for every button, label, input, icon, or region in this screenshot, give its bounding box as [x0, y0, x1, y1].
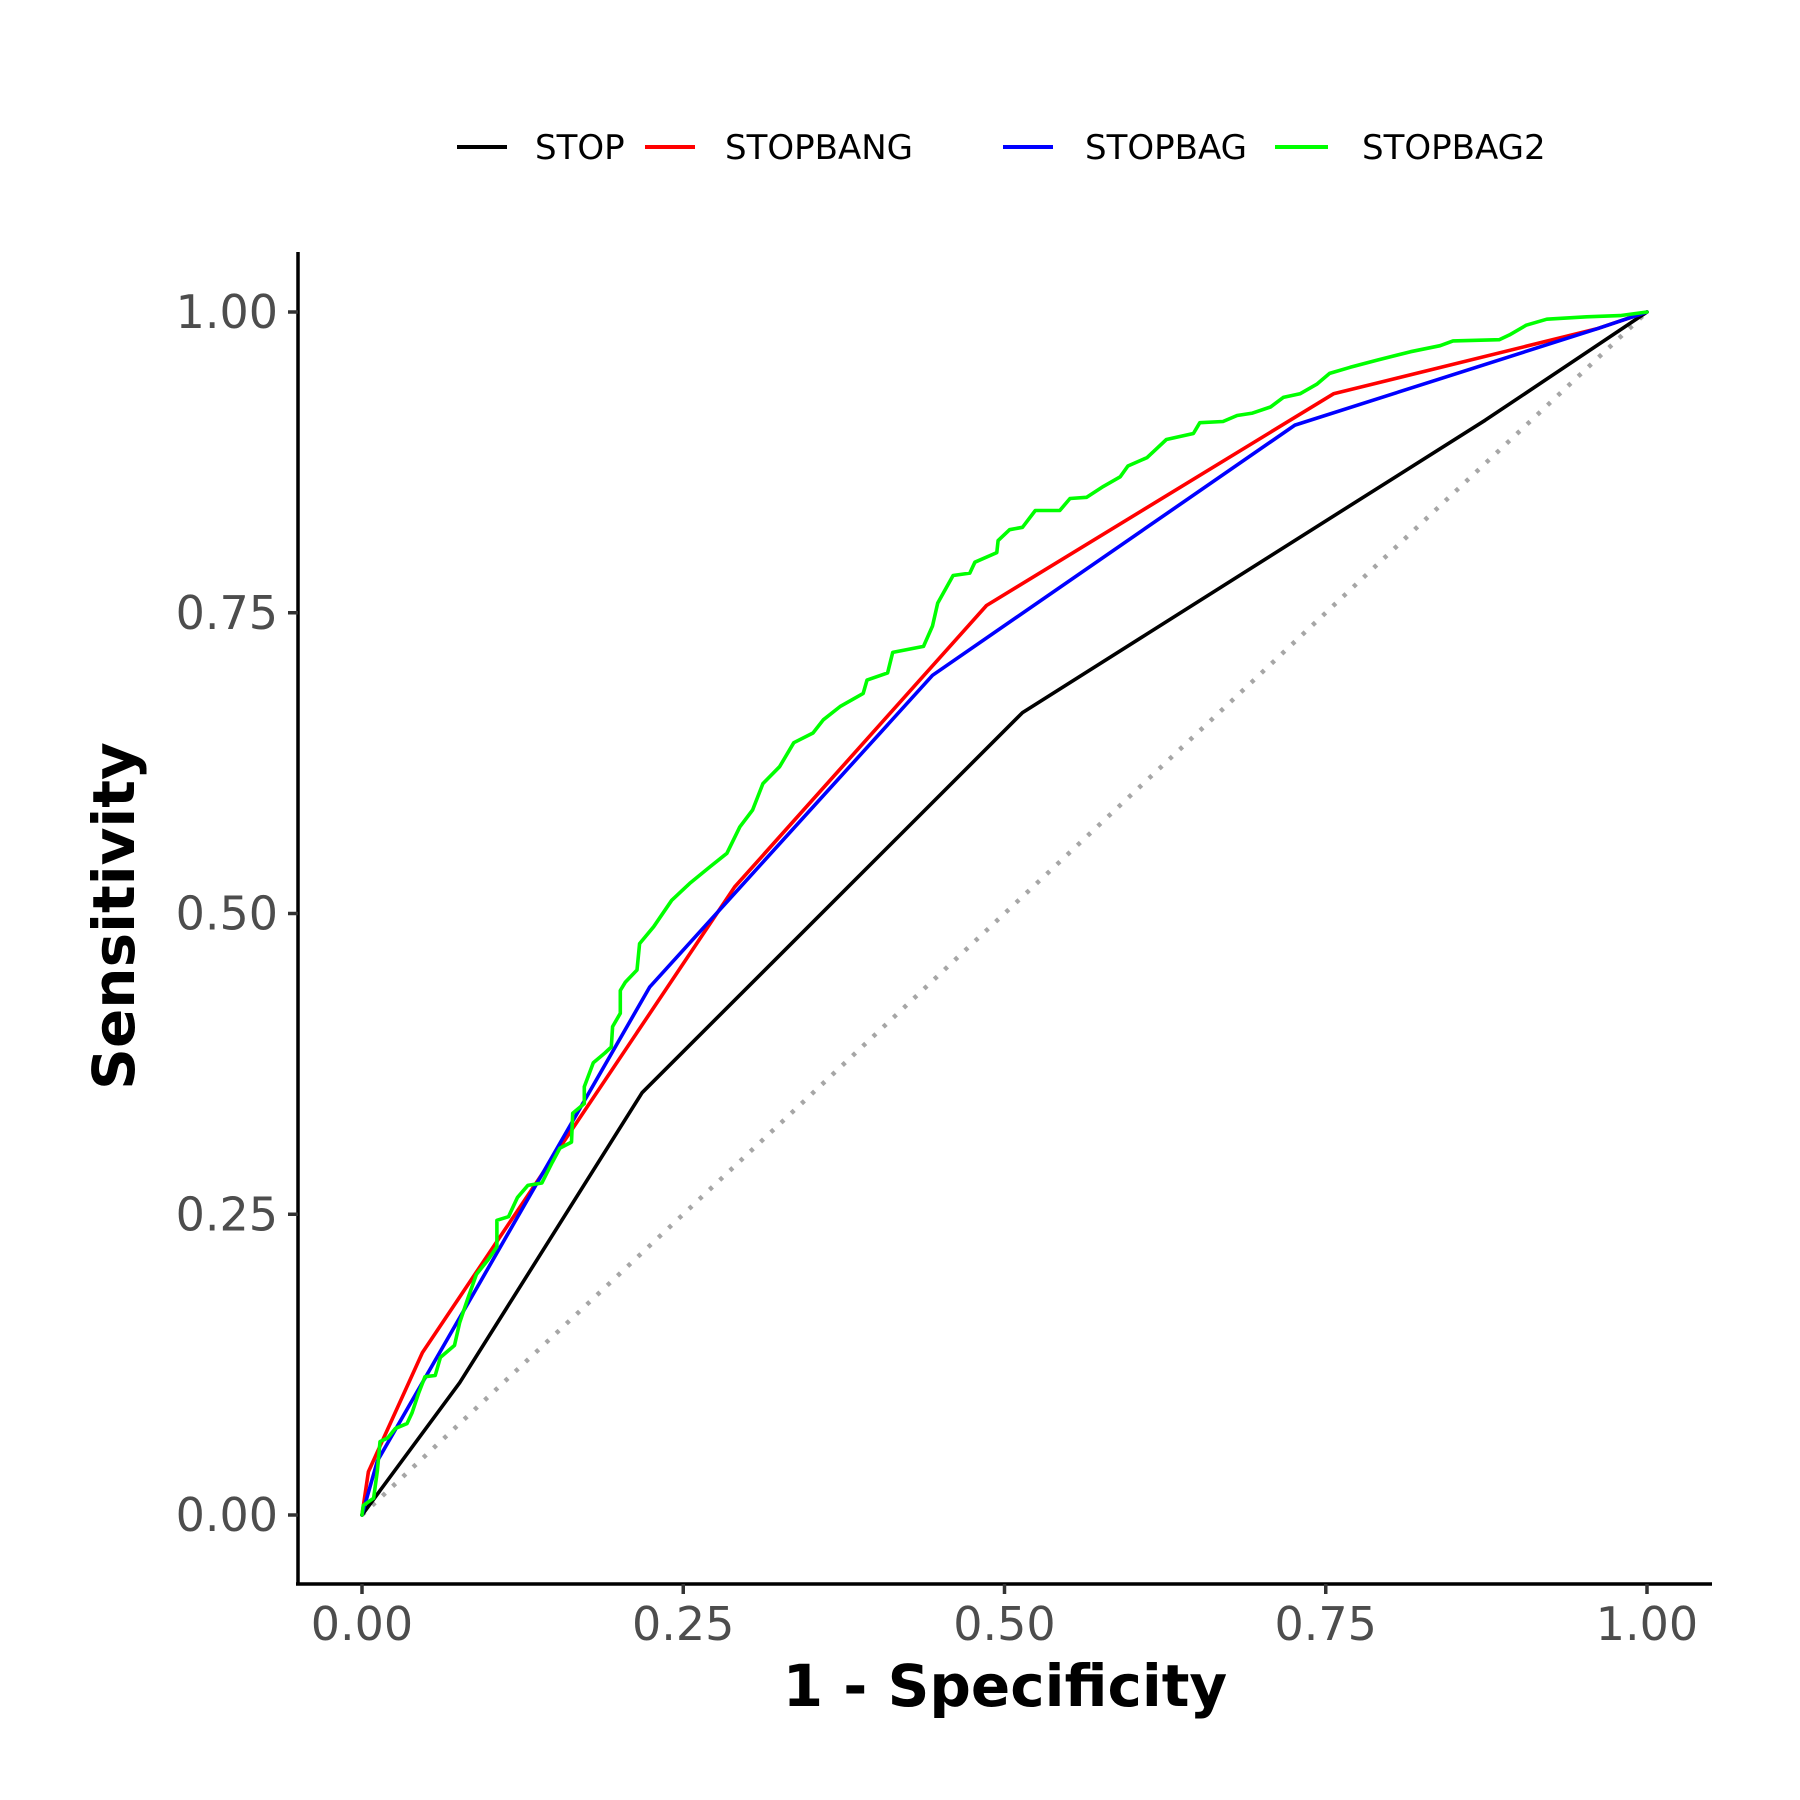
legend-label-stopbag2: STOPBAG2: [1362, 128, 1546, 168]
legend-label-stop: STOP: [535, 128, 625, 168]
y-tick-label: 1.00: [176, 285, 278, 339]
x-tick-label: 1.00: [1596, 1597, 1698, 1651]
x-axis-ticks: 0.00 0.25 0.50 0.75 1.00: [311, 1584, 1698, 1651]
legend-label-stopbag: STOPBAG: [1085, 128, 1247, 168]
x-tick-label: 0.75: [1275, 1597, 1377, 1651]
legend: STOP STOPBANG STOPBAG STOPBAG2: [457, 128, 1546, 168]
y-tick-label: 0.25: [176, 1187, 278, 1241]
plot-area: [360, 310, 1649, 1517]
series-line-stop: [360, 310, 1649, 1517]
y-axis-ticks: 0.00 0.25 0.50 0.75 1.00: [176, 285, 298, 1542]
y-tick-label: 0.00: [176, 1488, 278, 1542]
series-line-stopbag2: [360, 310, 1649, 1517]
y-axis-title: Sensitivity: [80, 742, 148, 1090]
x-axis-title: 1 - Specificity: [783, 1652, 1228, 1720]
y-tick-label: 0.50: [176, 887, 278, 941]
x-tick-label: 0.00: [311, 1597, 413, 1651]
x-tick-label: 0.25: [632, 1597, 734, 1651]
legend-label-stopbang: STOPBANG: [725, 128, 913, 168]
legend-item-stopbag2: STOPBAG2: [1275, 128, 1546, 168]
y-tick-label: 0.75: [176, 586, 278, 640]
legend-item-stop: STOP: [457, 128, 625, 168]
legend-item-stopbag: STOPBAG: [1003, 128, 1247, 168]
legend-item-stopbang: STOPBANG: [645, 128, 913, 168]
x-tick-label: 0.50: [953, 1597, 1055, 1651]
